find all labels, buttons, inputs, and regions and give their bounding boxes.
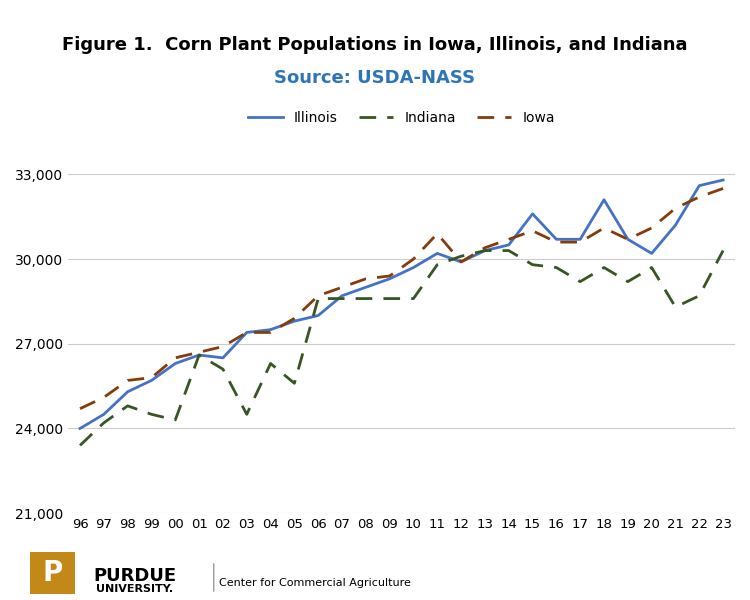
Indiana — [290, 380, 299, 387]
Indiana — [623, 278, 632, 285]
Iowa — [623, 236, 632, 243]
Indiana — [362, 295, 370, 302]
Iowa — [433, 230, 442, 237]
Indiana — [147, 411, 156, 418]
Text: Center for Commercial Agriculture: Center for Commercial Agriculture — [219, 578, 411, 588]
Illinois — [409, 264, 418, 271]
Iowa — [147, 374, 156, 381]
Iowa — [718, 185, 728, 192]
Indiana — [457, 253, 466, 260]
Illinois — [242, 329, 251, 336]
Iowa — [76, 405, 85, 412]
Iowa — [671, 205, 680, 212]
Illinois — [623, 236, 632, 243]
Iowa — [576, 239, 585, 246]
Iowa — [528, 227, 537, 235]
Iowa — [386, 272, 394, 280]
Indiana — [504, 247, 513, 254]
Illinois — [386, 275, 394, 283]
Illinois — [147, 377, 156, 384]
Text: Figure 1.  Corn Plant Populations in Iowa, Illinois, and Indiana: Figure 1. Corn Plant Populations in Iowa… — [62, 36, 688, 54]
Indiana — [76, 442, 85, 449]
Illinois — [218, 354, 227, 361]
Iowa — [266, 329, 275, 336]
Iowa — [362, 275, 370, 283]
Iowa — [599, 224, 608, 232]
Iowa — [457, 258, 466, 265]
Illinois — [171, 360, 180, 367]
Indiana — [552, 264, 561, 271]
Iowa — [194, 349, 203, 356]
Illinois — [718, 176, 728, 184]
Indiana — [194, 352, 203, 359]
Illinois — [481, 247, 490, 254]
Indiana — [242, 411, 251, 418]
Indiana — [576, 278, 585, 285]
Text: Source: USDA-NASS: Source: USDA-NASS — [274, 69, 476, 87]
Text: PURDUE: PURDUE — [94, 567, 176, 585]
Illinois — [290, 317, 299, 325]
Legend: Illinois, Indiana, Iowa: Illinois, Indiana, Iowa — [242, 106, 561, 130]
Indiana — [171, 416, 180, 424]
Iowa — [481, 244, 490, 251]
Line: Iowa: Iowa — [80, 188, 723, 409]
Indiana — [123, 402, 132, 409]
Indiana — [314, 295, 322, 302]
Text: UNIVERSITY.: UNIVERSITY. — [97, 584, 173, 594]
Iowa — [694, 193, 703, 200]
Indiana — [599, 264, 608, 271]
Illinois — [599, 196, 608, 203]
Illinois — [99, 411, 108, 418]
Iowa — [218, 343, 227, 350]
Iowa — [338, 284, 346, 291]
Illinois — [76, 425, 85, 432]
Illinois — [362, 284, 370, 291]
Iowa — [504, 236, 513, 243]
Iowa — [409, 256, 418, 263]
Illinois — [647, 250, 656, 257]
Indiana — [694, 292, 703, 299]
Illinois — [457, 258, 466, 265]
Iowa — [242, 329, 251, 336]
Illinois — [504, 241, 513, 248]
Indiana — [433, 261, 442, 268]
Illinois — [576, 236, 585, 243]
Illinois — [433, 250, 442, 257]
Indiana — [647, 264, 656, 271]
Indiana — [528, 261, 537, 268]
Indiana — [99, 419, 108, 427]
Line: Illinois: Illinois — [80, 180, 723, 428]
Line: Indiana: Indiana — [80, 251, 723, 445]
Illinois — [194, 352, 203, 359]
Illinois — [266, 326, 275, 333]
Iowa — [171, 354, 180, 361]
Indiana — [481, 247, 490, 254]
Illinois — [552, 236, 561, 243]
Indiana — [266, 360, 275, 367]
Illinois — [528, 210, 537, 217]
Text: P: P — [42, 559, 62, 587]
Iowa — [647, 224, 656, 232]
Iowa — [99, 394, 108, 401]
Illinois — [338, 292, 346, 299]
Indiana — [409, 295, 418, 302]
Indiana — [386, 295, 394, 302]
Indiana — [338, 295, 346, 302]
Illinois — [123, 388, 132, 395]
Illinois — [694, 182, 703, 189]
Illinois — [314, 312, 322, 319]
Indiana — [218, 365, 227, 373]
Iowa — [290, 315, 299, 322]
Iowa — [552, 239, 561, 246]
Illinois — [671, 221, 680, 229]
Indiana — [671, 304, 680, 311]
Iowa — [314, 292, 322, 299]
Iowa — [123, 377, 132, 384]
Indiana — [718, 247, 728, 254]
